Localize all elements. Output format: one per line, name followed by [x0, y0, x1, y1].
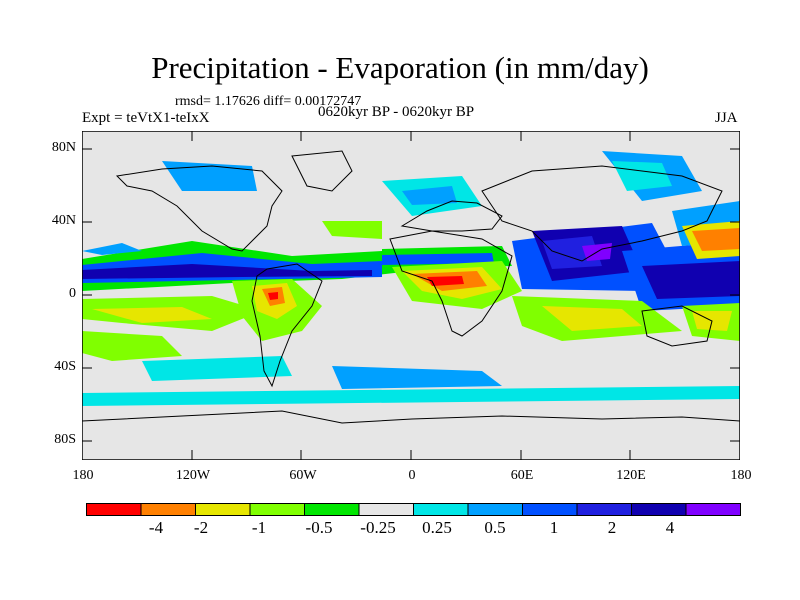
- coastline-layer: [82, 150, 740, 424]
- colorbar-cell: [86, 503, 142, 516]
- coastline-antarctica: [82, 410, 740, 424]
- colorbar-cell: [249, 503, 305, 516]
- coastline-europe: [400, 200, 503, 232]
- colorbar-cell: [413, 503, 469, 516]
- field-patch: [268, 292, 278, 300]
- field-patch: [82, 264, 372, 279]
- field-patch: [82, 243, 142, 255]
- field-patch: [322, 221, 382, 239]
- x-tick-label: 60W: [289, 468, 317, 483]
- field-layer: [82, 151, 740, 406]
- season-label: JJA: [715, 110, 738, 126]
- field-patch: [427, 276, 464, 286]
- field-patch: [142, 356, 292, 381]
- colorbar-cell: [522, 503, 578, 516]
- colorbar-cell: [195, 503, 251, 516]
- field-patch: [382, 253, 494, 265]
- x-tick-label: 120W: [175, 468, 211, 483]
- colorbar-label: -0.25: [360, 518, 396, 537]
- y-tick-label: 40S: [54, 359, 76, 374]
- y-tick-label: 80S: [54, 432, 76, 447]
- colorbar-label: 1: [549, 518, 559, 537]
- colorbar-label: -1: [251, 518, 267, 537]
- colorbar: [86, 503, 741, 516]
- colorbar-cell: [304, 503, 360, 516]
- tick-marks: [82, 131, 740, 460]
- x-tick-label: 0: [408, 468, 416, 483]
- field-patch: [642, 261, 740, 299]
- colorbar-cell: [358, 503, 414, 516]
- y-tick-label: 80N: [51, 140, 76, 155]
- field-patch: [82, 331, 182, 361]
- experiment-label: Expt = teVtX1-teIxX: [82, 110, 210, 126]
- colorbar-label: -4: [148, 518, 164, 537]
- period-label: 0620kyr BP - 0620kyr BP: [318, 104, 475, 120]
- map-panel: [82, 131, 740, 460]
- colorbar-cell: [576, 503, 632, 516]
- field-patch: [402, 186, 457, 205]
- stats-label: rmsd= 1.17626 diff= 0.00172747: [175, 94, 362, 109]
- coastline-greenland: [291, 150, 353, 192]
- coastline-australia: [641, 305, 713, 347]
- colorbar-label: 2: [607, 518, 617, 537]
- colorbar-cell: [467, 503, 523, 516]
- colorbar-label: -0.5: [305, 518, 333, 537]
- field-patch: [82, 386, 740, 406]
- x-tick-label: 180: [730, 468, 752, 483]
- field-patch: [332, 366, 502, 389]
- coastline-asia: [481, 165, 723, 262]
- colorbar-label: 0.5: [484, 518, 506, 537]
- colorbar-label: 0.25: [422, 518, 452, 537]
- y-tick-label: 0: [69, 286, 76, 301]
- coastline-north-america: [115, 165, 283, 252]
- field-patch: [692, 228, 740, 251]
- colorbar-cell: [631, 503, 687, 516]
- figure-title: Precipitation - Evaporation (in mm/day): [151, 50, 649, 85]
- x-tick-label: 120E: [616, 468, 646, 483]
- coastline-africa: [389, 230, 513, 337]
- y-tick-label: 40N: [51, 213, 76, 228]
- colorbar-cell: [685, 503, 741, 516]
- field-patch: [612, 161, 672, 191]
- field-patch: [542, 306, 642, 331]
- colorbar-label: 4: [665, 518, 675, 537]
- x-tick-label: 60E: [510, 468, 534, 483]
- field-patch: [92, 307, 212, 323]
- coastline-south-america: [251, 263, 323, 388]
- x-tick-label: 180: [72, 468, 94, 483]
- colorbar-label: -2: [193, 518, 209, 537]
- colorbar-cell: [140, 503, 196, 516]
